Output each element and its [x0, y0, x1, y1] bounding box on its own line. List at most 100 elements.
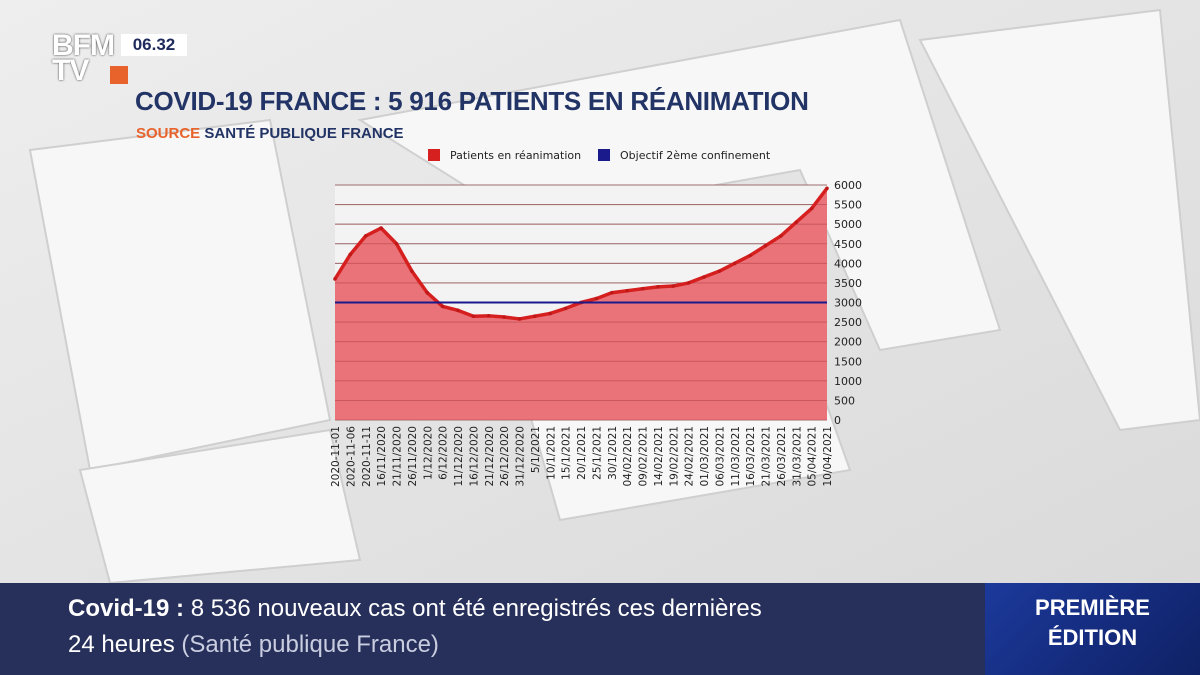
x-tick-label: 31/03/2021 [791, 426, 803, 487]
data-point [486, 314, 491, 318]
data-point [732, 261, 737, 266]
source-value: SANTÉ PUBLIQUE FRANCE [204, 125, 404, 142]
legend-swatch-blue [598, 149, 610, 161]
y-tick-label: 3500 [834, 277, 862, 290]
logo-square-icon [110, 66, 128, 84]
x-tick-label: 21/03/2021 [761, 426, 773, 487]
x-tick-label: 30/1/2021 [607, 426, 619, 480]
x-tick-label: 09/02/2021 [638, 426, 650, 487]
x-tick-label: 15/1/2021 [561, 426, 573, 480]
data-point [440, 304, 445, 309]
data-point [717, 269, 722, 273]
source-label: SOURCE [136, 125, 201, 142]
x-tick-label: 26/03/2021 [776, 426, 788, 487]
data-point [394, 241, 399, 246]
data-point [563, 306, 568, 311]
x-tick-label: 20/1/2021 [576, 426, 588, 480]
y-tick-label: 4500 [834, 238, 862, 251]
data-point [625, 288, 629, 293]
ticker-text-1: 8 536 nouveaux cas ont été enregistrés c… [190, 595, 762, 622]
x-tick-label: 16/12/2020 [468, 426, 480, 487]
y-tick-label: 500 [834, 394, 855, 407]
y-tick-label: 4000 [834, 257, 862, 270]
x-tick-label: 10/1/2021 [545, 426, 557, 480]
ticker-text-2: 24 heures [68, 631, 175, 658]
x-tick-label: 21/11/2020 [392, 426, 404, 487]
data-point [425, 290, 430, 295]
data-point [333, 277, 337, 281]
y-tick-label: 2500 [834, 316, 862, 329]
legend-item-patients: Patients en réanimation [428, 149, 581, 162]
data-point [763, 243, 768, 248]
x-tick-label: 25/1/2021 [591, 426, 603, 480]
ticker-line-2: 24 heures (Santé publique France) [68, 631, 439, 659]
clock-badge: 06.32 [121, 34, 187, 56]
x-tick-label: 16/11/2020 [376, 426, 388, 487]
data-point [410, 269, 414, 273]
y-tick-label: 6000 [834, 179, 862, 192]
data-point [794, 220, 799, 225]
y-tick-label: 2000 [834, 336, 862, 349]
data-point [609, 290, 614, 295]
data-point [517, 317, 522, 321]
legend-label-objectif: Objectif 2ème confinement [620, 149, 771, 162]
y-tick-label: 0 [834, 414, 841, 427]
x-tick-label: 24/02/2021 [684, 426, 696, 487]
x-tick-label: 1/12/2020 [422, 426, 434, 480]
data-point [702, 275, 706, 279]
data-point [533, 314, 537, 319]
x-tick-label: 01/03/2021 [699, 426, 711, 487]
data-point [748, 253, 752, 258]
y-tick-label: 1500 [834, 355, 862, 368]
data-point [502, 315, 506, 319]
legend-item-objectif: Objectif 2ème confinement [598, 149, 770, 162]
bfmtv-logo: BFM TV [52, 29, 128, 87]
data-point [456, 308, 460, 313]
data-point [348, 252, 353, 257]
chart-title: COVID-19 FRANCE : 5 916 PATIENTS EN RÉAN… [135, 86, 809, 116]
data-point [779, 234, 783, 238]
data-point [548, 311, 553, 316]
x-tick-label: 04/02/2021 [622, 426, 634, 487]
data-point [594, 296, 599, 301]
ticker-source: (Santé publique France) [181, 631, 439, 658]
data-point [379, 226, 383, 230]
y-tick-label: 1000 [834, 375, 862, 388]
x-tick-label: 05/04/2021 [807, 426, 819, 487]
x-tick-label: 2020-11-06 [345, 426, 357, 487]
x-tick-label: 2020-11-11 [361, 426, 373, 487]
y-tick-label: 3000 [834, 297, 862, 310]
x-tick-label: 6/12/2020 [438, 426, 450, 480]
data-point [640, 286, 645, 291]
x-tick-label: 31/12/2020 [515, 426, 527, 487]
data-point [809, 206, 814, 211]
x-tick-label: 26/12/2020 [499, 426, 511, 487]
logo-tv-text: TV [52, 54, 89, 87]
data-point [686, 281, 691, 285]
logo-bfm-text: BFM [52, 29, 115, 62]
x-tick-label: 11/12/2020 [453, 426, 465, 487]
y-tick-label: 5500 [834, 199, 862, 212]
news-ticker: Covid-19 : 8 536 nouveaux cas ont été en… [0, 583, 985, 675]
ticker-separator: : [169, 595, 191, 622]
x-tick-label: 2020-11-01 [330, 426, 342, 487]
x-tick-label: 11/03/2021 [730, 426, 742, 487]
x-tick-label: 21/12/2020 [484, 426, 496, 487]
ticker-line-1: Covid-19 : 8 536 nouveaux cas ont été en… [68, 595, 762, 623]
x-tick-label: 10/04/2021 [822, 426, 834, 487]
source-line: SOURCE SANTÉ PUBLIQUE FRANCE [136, 125, 404, 142]
x-tick-label: 19/02/2021 [668, 426, 680, 487]
x-tick-label: 06/03/2021 [714, 426, 726, 487]
x-tick-label: 26/11/2020 [407, 426, 419, 487]
ticker-tag: Covid-19 [68, 595, 170, 622]
y-tick-label: 5000 [834, 218, 862, 231]
data-point [471, 314, 476, 319]
legend-swatch-red [428, 149, 440, 161]
data-point [671, 284, 676, 288]
x-tick-label: 14/02/2021 [653, 426, 665, 487]
data-point [656, 285, 660, 289]
x-tick-label: 5/1/2021 [530, 426, 542, 473]
edition-line-2: ÉDITION [1047, 625, 1138, 650]
edition-badge: PREMIÈRE ÉDITION [985, 583, 1200, 675]
legend-label-patients: Patients en réanimation [450, 149, 582, 162]
